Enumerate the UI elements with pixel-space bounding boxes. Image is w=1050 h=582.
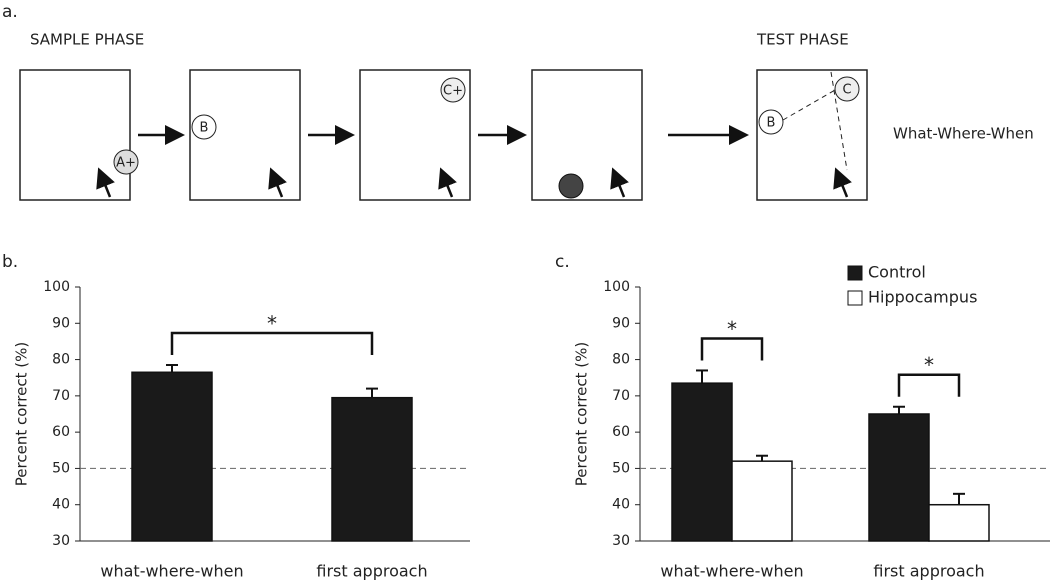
start-arrow (833, 167, 852, 198)
significance-label: * (727, 317, 737, 341)
legend-swatch (847, 290, 863, 306)
y-tick-label: 80 (52, 352, 70, 368)
diagram: a. SAMPLE PHASE TEST PHASE What-Where-Wh… (2, 2, 1034, 201)
y-tick-label: 90 (52, 315, 70, 331)
y-tick-label: 30 (52, 533, 70, 549)
y-tick-label: 100 (43, 279, 70, 295)
y-axis-label: Percent correct (%) (13, 342, 31, 486)
significance-label: * (924, 353, 934, 377)
arena (531, 69, 643, 201)
panel-label: c. (555, 252, 570, 272)
x-tick-label: what-where-when (100, 562, 243, 581)
phase-title: TEST PHASE (756, 31, 849, 49)
bar (671, 382, 733, 542)
y-axis-label: Percent correct (%) (573, 342, 591, 486)
object-label: C (842, 83, 851, 98)
arena (359, 69, 471, 201)
condition-label: What-Where-When (893, 125, 1034, 143)
legend-label: Hippocampus (868, 288, 977, 307)
legend-label: Control (868, 263, 926, 282)
y-tick-label: 100 (603, 279, 630, 295)
object-label: B (767, 116, 776, 131)
object (440, 77, 466, 103)
object (113, 149, 139, 175)
x-tick-label: first approach (873, 562, 984, 581)
object-label: B (200, 121, 209, 136)
significance-label: * (267, 312, 277, 336)
y-tick-label: 40 (612, 497, 630, 513)
object (191, 114, 217, 140)
arena (756, 69, 868, 201)
y-tick-label: 30 (612, 533, 630, 549)
bar (131, 371, 213, 542)
x-tick-label: what-where-when (660, 562, 803, 581)
start-arrow (610, 167, 629, 198)
y-tick-label: 40 (52, 497, 70, 513)
y-tick-label: 60 (612, 424, 630, 440)
arena (19, 69, 131, 201)
object-label: A+ (116, 156, 136, 171)
x-tick-label: first approach (316, 562, 427, 581)
y-tick-label: 90 (612, 315, 630, 331)
significance-bracket (700, 337, 764, 361)
panel-label: b. (2, 252, 18, 272)
legend-swatch (847, 265, 863, 281)
bar (928, 503, 990, 542)
y-tick-label: 80 (612, 352, 630, 368)
dashed-line (782, 89, 836, 121)
y-tick-label: 50 (612, 460, 630, 476)
arena (189, 69, 301, 201)
y-tick-label: 70 (612, 388, 630, 404)
object-label: C+ (443, 84, 463, 99)
significance-bracket (897, 373, 961, 397)
bar (331, 396, 413, 542)
dashed-line (830, 71, 848, 171)
significance-bracket (170, 331, 374, 356)
object (834, 76, 860, 102)
y-tick-label: 50 (52, 460, 70, 476)
start-arrow (268, 167, 287, 198)
start-arrow (96, 167, 115, 198)
panel-label: a. (2, 2, 18, 22)
start-arrow (438, 167, 457, 198)
object (758, 109, 784, 135)
y-tick-label: 60 (52, 424, 70, 440)
bar (731, 460, 793, 542)
phase-title: SAMPLE PHASE (30, 31, 144, 49)
bar (868, 413, 930, 542)
y-tick-label: 70 (52, 388, 70, 404)
object (558, 173, 584, 199)
